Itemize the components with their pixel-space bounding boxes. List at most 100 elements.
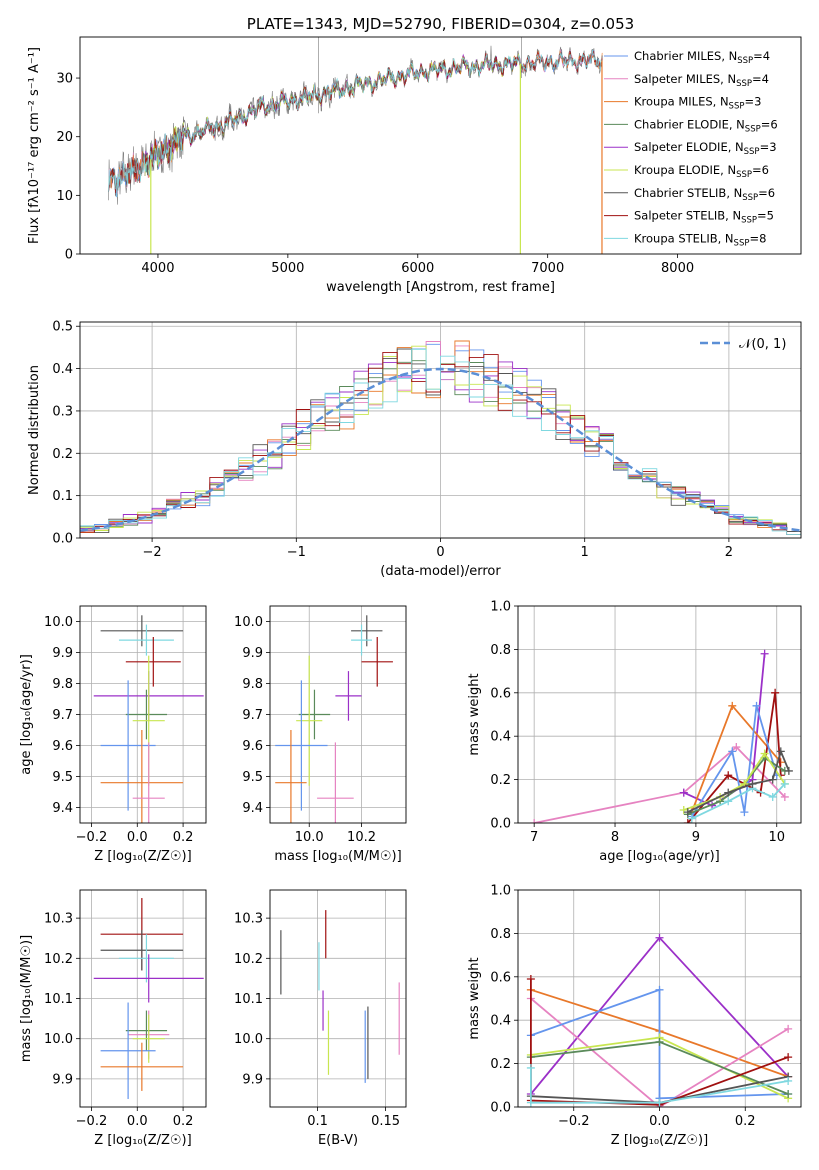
y-tick-label: 0.0 (52, 532, 73, 547)
weight-marker (526, 1098, 535, 1107)
x-tick-label: 8000 (661, 261, 694, 276)
x-tick-label: 0.2 (735, 1114, 756, 1129)
x-tick-label: 10.0 (295, 830, 324, 845)
weight-marker (655, 985, 664, 994)
histograms (80, 340, 801, 537)
y-tick-label: 9.4 (52, 801, 73, 816)
legend-value: =6 (758, 186, 775, 200)
y-tick-label: 10.0 (44, 1032, 73, 1047)
errorbar-point (100, 680, 156, 811)
y-tick-label: 9.8 (242, 677, 263, 692)
x-tick-label: 0.0 (649, 1114, 670, 1129)
x-tick-label: 1 (581, 545, 589, 560)
weight-marker (683, 808, 692, 817)
y-tick-label: 1.0 (490, 600, 511, 615)
x-tick-label: 5000 (271, 261, 304, 276)
legend-entry: Kroupa STELIB, NSSP=8 (634, 231, 766, 248)
legend: 𝒩(0, 1) (700, 337, 786, 352)
weight-marker (732, 743, 741, 752)
errorbar-point (125, 637, 181, 687)
x-axis-label: E(B-V) (318, 1133, 358, 1148)
x-axis-label: Z [log₁₀(Z/Z☉)] (611, 1133, 708, 1148)
weight-marker (784, 766, 793, 775)
weight-marker (679, 788, 688, 797)
legend-entry: Chabrier MILES, NSSP=4 (634, 49, 770, 66)
x-tick-label: −0.2 (76, 830, 108, 845)
observed-spectrum (108, 45, 603, 205)
errorbar-point (361, 637, 393, 687)
model-spectrum-line (144, 53, 523, 177)
weight-marker (728, 747, 737, 756)
x-tick-label: 9 (692, 830, 700, 845)
weight-marker (768, 792, 777, 801)
x-tick-label: 0.0 (127, 1114, 148, 1129)
axes-frame (517, 605, 802, 824)
y-tick-label: 10.2 (44, 952, 73, 967)
errorbar-point (100, 1002, 156, 1099)
weight-series-line (530, 1067, 789, 1104)
y-tick-label: 0.8 (490, 643, 511, 658)
weight-marker (724, 797, 733, 806)
x-tick-label: 10 (768, 830, 785, 845)
errorbars (93, 615, 204, 823)
weight-series-line (687, 748, 790, 813)
x-tick-label: 0 (436, 545, 444, 560)
x-tick-label: 0.2 (173, 830, 194, 845)
y-axis-label: mass weight (467, 673, 482, 755)
y-axis-label: Normed distribution (27, 365, 42, 495)
y-axis-label: Flux [fλ10⁻¹⁷ erg cm⁻² s⁻¹ A⁻¹] (27, 47, 42, 244)
x-tick-label: 0.2 (173, 1114, 194, 1129)
legend-entry: Salpeter STELIB, NSSP=5 (634, 209, 774, 226)
legend-value: =8 (749, 231, 766, 245)
model-spectrum-line (108, 49, 603, 194)
legend-entry: Salpeter ELODIE, NSSP=3 (634, 140, 777, 157)
mass-vs-EBV-panel: 0.1 0.15 9.9 10.0 10.1 10.2 10.3 E(B-V) (234, 889, 407, 1148)
x-tick-label: 2 (725, 545, 733, 560)
spectrum-panel: 4000 5000 6000 7000 8000 0 10 20 30 PLATE=1343, M… (27, 15, 802, 295)
weight-marker (780, 779, 789, 788)
legend-subscript: SSP (736, 79, 752, 89)
legend-text: Kroupa MILES, N (634, 95, 729, 109)
legend-entry: Kroupa ELODIE, NSSP=6 (634, 163, 769, 180)
weight-lines (530, 649, 793, 823)
y-axis-label: age [log₁₀(age/yr)] (19, 654, 34, 775)
y-tick-label: 9.7 (242, 708, 263, 723)
legend-entry: Chabrier ELODIE, NSSP=6 (634, 117, 778, 134)
weight-marker (679, 805, 688, 814)
errorbar-point (100, 615, 184, 647)
weight-marker (784, 1076, 793, 1085)
y-tick-label: 0.8 (490, 927, 511, 942)
legend-subscript: SSP (742, 193, 758, 203)
y-axis-label: mass [log₁₀(M/M☉)] (19, 935, 34, 1062)
y-tick-label: 0.4 (490, 730, 511, 745)
weight-marker (655, 933, 664, 942)
legend-value: =3 (760, 140, 777, 154)
age-vs-mass-panel: 10.0 10.2 9.4 9.5 9.6 9.7 9.8 9.9 10.0 mass [log₁… (234, 605, 407, 864)
errorbar-point (132, 1014, 165, 1063)
legend-entry: 𝒩(0, 1) (739, 337, 786, 352)
y-axis-label: mass weight (467, 957, 482, 1039)
y-tick-label: 0.4 (52, 362, 73, 377)
y-tick-label: 10.2 (234, 952, 263, 967)
y-tick-label: 9.9 (242, 1072, 263, 1087)
legend-value: =4 (753, 49, 770, 63)
x-axis-label: mass [log₁₀(M/M☉)] (274, 849, 401, 864)
y-tick-label: 0.0 (490, 817, 511, 832)
legend-text: Chabrier STELIB, N (634, 186, 742, 200)
legend-text: Salpeter STELIB, N (634, 209, 741, 223)
y-tick-label: 0.4 (490, 1014, 511, 1029)
weight-marker (526, 1063, 535, 1072)
model-spectrum-line (108, 49, 603, 195)
y-tick-label: 10.1 (234, 992, 263, 1007)
weight-marker (771, 688, 780, 697)
errorbar-point (118, 624, 174, 656)
legend-text: Salpeter ELODIE, N (634, 140, 744, 154)
weight-marker (752, 701, 761, 710)
weight-marker (740, 808, 749, 817)
errorbar-point (125, 689, 168, 740)
errorbar-point (275, 680, 328, 811)
weight-marker (530, 819, 539, 823)
y-tick-label: 9.9 (52, 1072, 73, 1087)
